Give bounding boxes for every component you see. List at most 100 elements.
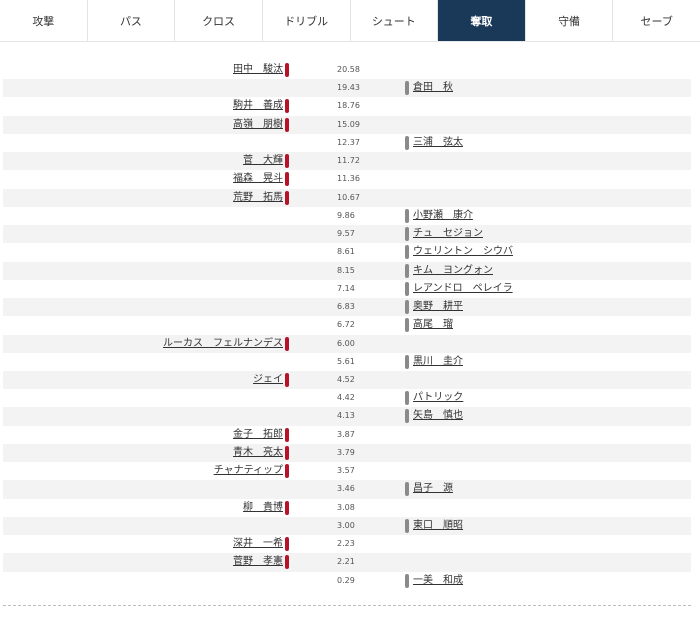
player-row: 菅野 孝憲 2.21 [3, 553, 691, 572]
left-player-name[interactable]: 高嶺 朋樹 [233, 118, 283, 130]
stat-value: 11.36 [337, 174, 360, 184]
left-team-marker [285, 63, 289, 77]
player-row: 6.72 高尾 瑠 [3, 316, 691, 334]
right-team-marker [405, 263, 409, 278]
player-row: 9.86 小野瀬 康介 [3, 207, 691, 225]
right-player-name[interactable]: チュ セジョン [413, 228, 483, 240]
left-team-marker [285, 190, 289, 205]
left-player-name[interactable]: 菅野 孝憲 [233, 556, 283, 568]
left-player-name[interactable]: 田中 駿汰 [233, 64, 283, 75]
player-row: 3.00 東口 順昭 [3, 516, 691, 536]
stat-value: 6.00 [337, 338, 355, 348]
right-team-marker [405, 227, 409, 242]
left-player-name[interactable]: 福森 晃斗 [233, 173, 283, 185]
right-player-name[interactable]: 奥野 耕平 [413, 301, 463, 313]
right-player-name[interactable]: ウェリントン シウバ [413, 246, 513, 258]
right-player-name[interactable]: 昌子 源 [413, 483, 453, 495]
tab-5[interactable]: 奪取 [438, 0, 526, 41]
stat-value: 2.23 [337, 539, 355, 549]
right-player-name[interactable]: レアンドロ ペレイラ [413, 282, 513, 294]
right-player-name[interactable]: パトリック [413, 392, 464, 404]
player-row: 高嶺 朋樹 15.09 [3, 115, 691, 134]
tab-0[interactable]: 攻撃 [0, 0, 88, 41]
stat-value: 3.87 [337, 429, 355, 439]
right-team-marker [405, 391, 409, 406]
player-row: 荒野 拓馬 10.67 [3, 188, 691, 207]
stat-value: 9.57 [337, 229, 355, 239]
left-player-name[interactable]: ジェイ [253, 373, 283, 385]
tab-6[interactable]: 守備 [526, 0, 614, 41]
stat-value: 10.67 [337, 192, 360, 202]
player-row: 青木 亮太 3.79 [3, 443, 691, 463]
left-team-marker [285, 445, 289, 460]
left-player-name[interactable]: 柳 貴博 [243, 501, 283, 513]
player-row: 7.14 レアンドロ ペレイラ [3, 280, 691, 298]
player-row: 9.57 チュ セジョン [3, 225, 691, 244]
left-team-marker [285, 427, 289, 442]
right-player-name[interactable]: 倉田 秋 [413, 82, 453, 94]
stat-value: 6.83 [337, 302, 355, 312]
left-player-name[interactable]: チャナティップ [213, 465, 283, 477]
player-row: 5.61 黒川 圭介 [3, 353, 691, 371]
player-row: 8.15 キム ヨングォン [3, 261, 691, 280]
left-team-marker [285, 336, 289, 351]
player-row: 19.43 倉田 秋 [3, 79, 691, 98]
stat-value: 0.29 [337, 575, 355, 585]
right-team-marker [405, 354, 409, 369]
right-team-marker [405, 281, 409, 296]
stat-value: 19.43 [337, 83, 360, 93]
player-row: ルーカス フェルナンデス 6.00 [3, 334, 691, 353]
tab-1[interactable]: パス [88, 0, 176, 41]
player-row: 8.61 ウェリントン シウバ [3, 243, 691, 261]
bottom-divider [3, 605, 691, 606]
player-row: チャナティップ 3.57 [3, 462, 691, 480]
tab-4[interactable]: シュート [351, 0, 439, 41]
right-player-name[interactable]: 一美 和成 [413, 574, 463, 586]
right-team-marker [405, 245, 409, 260]
player-ranking-list: 田中 駿汰 20.58 19.43 倉田 秋駒井 善成 18.76 高嶺 朋樹 15.09 1… [3, 61, 691, 590]
left-player-name[interactable]: 金子 拓郎 [233, 428, 283, 440]
right-player-name[interactable]: 高尾 瑠 [413, 319, 453, 331]
stat-value: 4.42 [337, 393, 355, 403]
stat-value: 7.14 [337, 283, 355, 293]
stat-value: 3.79 [337, 447, 355, 457]
player-row: 12.37 三浦 弦太 [3, 134, 691, 152]
stat-value: 9.86 [337, 210, 355, 220]
tab-3[interactable]: ドリブル [263, 0, 351, 41]
right-team-marker [405, 135, 409, 150]
stat-value: 11.72 [337, 156, 360, 166]
right-team-marker [405, 409, 409, 424]
player-row: 駒井 善成 18.76 [3, 97, 691, 115]
left-player-name[interactable]: 深井 一希 [233, 538, 283, 550]
right-player-name[interactable]: キム ヨングォン [413, 264, 493, 276]
right-player-name[interactable]: 矢島 慎也 [413, 410, 463, 422]
stat-value: 3.57 [337, 466, 355, 476]
tab-2[interactable]: クロス [175, 0, 263, 41]
player-row: 柳 貴博 3.08 [3, 499, 691, 517]
stat-value: 8.61 [337, 247, 355, 257]
left-player-name[interactable]: 駒井 善成 [233, 100, 283, 112]
left-player-name[interactable]: 青木 亮太 [233, 446, 283, 458]
left-player-name[interactable]: 菅 大輝 [243, 155, 283, 167]
player-row: 金子 拓郎 3.87 [3, 426, 691, 444]
right-player-name[interactable]: 黒川 圭介 [413, 355, 463, 367]
stat-value: 5.61 [337, 356, 355, 366]
right-player-name[interactable]: 小野瀬 康介 [413, 209, 473, 221]
right-team-marker [405, 573, 409, 588]
right-player-name[interactable]: 東口 順昭 [413, 519, 463, 531]
stat-value: 15.09 [337, 119, 360, 129]
stat-value: 20.58 [337, 65, 360, 74]
left-team-marker [285, 99, 289, 114]
right-player-name[interactable]: 三浦 弦太 [413, 136, 463, 148]
stat-value: 6.72 [337, 320, 355, 330]
left-player-name[interactable]: ルーカス フェルナンデス [163, 337, 283, 349]
left-team-marker [285, 464, 289, 479]
left-player-name[interactable]: 荒野 拓馬 [233, 191, 283, 203]
player-row: 深井 一希 2.23 [3, 535, 691, 553]
player-row: 福森 晃斗 11.36 [3, 170, 691, 188]
tab-7[interactable]: セーブ [640, 14, 673, 28]
left-team-marker [285, 117, 289, 132]
right-team-marker [405, 482, 409, 497]
right-team-marker [405, 81, 409, 96]
left-team-marker [285, 154, 289, 169]
